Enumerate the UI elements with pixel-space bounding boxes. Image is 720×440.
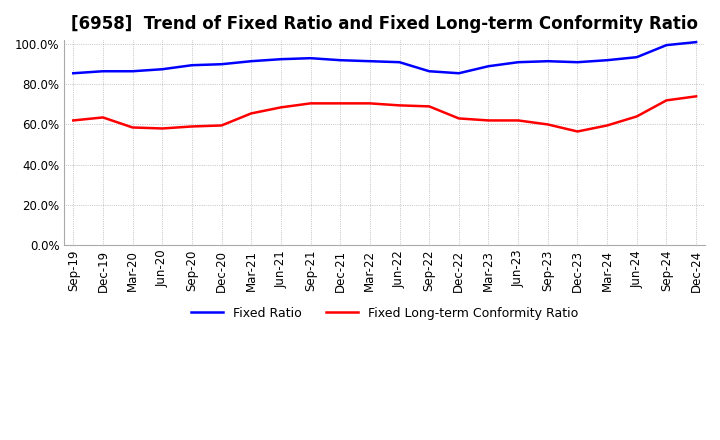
Fixed Ratio — [603, 58, 611, 63]
Fixed Ratio — [99, 69, 107, 74]
Fixed Ratio — [69, 70, 78, 76]
Fixed Long-term Conformity Ratio — [217, 123, 226, 128]
Fixed Ratio — [514, 59, 523, 65]
Fixed Long-term Conformity Ratio — [336, 101, 344, 106]
Fixed Ratio — [336, 58, 344, 63]
Fixed Ratio — [217, 62, 226, 67]
Fixed Ratio — [247, 59, 256, 64]
Fixed Ratio — [662, 43, 671, 48]
Fixed Ratio — [544, 59, 552, 64]
Line: Fixed Ratio: Fixed Ratio — [73, 42, 696, 73]
Line: Fixed Long-term Conformity Ratio: Fixed Long-term Conformity Ratio — [73, 96, 696, 132]
Fixed Long-term Conformity Ratio — [366, 101, 374, 106]
Fixed Long-term Conformity Ratio — [544, 122, 552, 127]
Fixed Ratio — [276, 57, 285, 62]
Fixed Long-term Conformity Ratio — [514, 118, 523, 123]
Fixed Long-term Conformity Ratio — [484, 118, 492, 123]
Fixed Ratio — [128, 69, 137, 74]
Fixed Long-term Conformity Ratio — [425, 104, 433, 109]
Fixed Ratio — [454, 70, 463, 76]
Fixed Long-term Conformity Ratio — [247, 111, 256, 116]
Fixed Ratio — [366, 59, 374, 64]
Fixed Long-term Conformity Ratio — [662, 98, 671, 103]
Fixed Ratio — [573, 59, 582, 65]
Fixed Ratio — [306, 55, 315, 61]
Fixed Long-term Conformity Ratio — [632, 114, 641, 119]
Fixed Long-term Conformity Ratio — [573, 129, 582, 134]
Fixed Long-term Conformity Ratio — [603, 123, 611, 128]
Fixed Ratio — [692, 40, 701, 45]
Legend: Fixed Ratio, Fixed Long-term Conformity Ratio: Fixed Ratio, Fixed Long-term Conformity … — [186, 302, 583, 325]
Fixed Long-term Conformity Ratio — [69, 118, 78, 123]
Fixed Long-term Conformity Ratio — [306, 101, 315, 106]
Fixed Long-term Conformity Ratio — [158, 126, 166, 131]
Fixed Long-term Conformity Ratio — [128, 125, 137, 130]
Fixed Long-term Conformity Ratio — [188, 124, 197, 129]
Fixed Long-term Conformity Ratio — [454, 116, 463, 121]
Fixed Ratio — [425, 69, 433, 74]
Fixed Ratio — [158, 66, 166, 72]
Fixed Long-term Conformity Ratio — [692, 94, 701, 99]
Fixed Ratio — [632, 55, 641, 60]
Title: [6958]  Trend of Fixed Ratio and Fixed Long-term Conformity Ratio: [6958] Trend of Fixed Ratio and Fixed Lo… — [71, 15, 698, 33]
Fixed Long-term Conformity Ratio — [395, 103, 404, 108]
Fixed Ratio — [188, 62, 197, 68]
Fixed Long-term Conformity Ratio — [276, 105, 285, 110]
Fixed Ratio — [484, 63, 492, 69]
Fixed Ratio — [395, 59, 404, 65]
Fixed Long-term Conformity Ratio — [99, 115, 107, 120]
